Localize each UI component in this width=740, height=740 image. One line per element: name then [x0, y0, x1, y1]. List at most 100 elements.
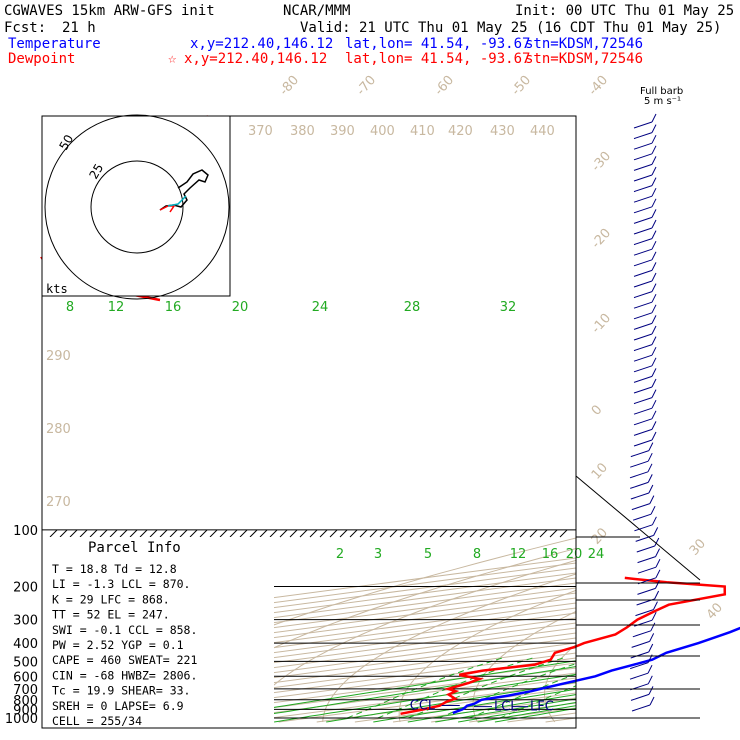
freezing-hatch-mark: [489, 529, 498, 538]
wind-barb-flag: [655, 558, 661, 568]
wind-barb: [631, 696, 655, 712]
mixing-ratio-low-label: 2: [336, 547, 344, 562]
wind-barb-flag: [651, 272, 657, 282]
mixing-ratio-top-label: 32: [500, 300, 517, 315]
wind-barb-flag: [653, 527, 659, 536]
freezing-hatch-mark: [449, 529, 458, 538]
mixing-ratio-top-label: 20: [232, 300, 249, 315]
hodograph-frame: [41, 115, 231, 297]
wind-barb-shaft: [633, 248, 653, 256]
freezing-hatch-mark: [409, 529, 418, 538]
wind-barb-flag: [651, 410, 657, 420]
wind-barb: [633, 357, 657, 373]
wind-barb: [631, 633, 655, 648]
wind-barb: [632, 622, 656, 638]
freezing-hatch-mark: [379, 529, 388, 538]
mixing-ratio-top-label: 28: [404, 300, 421, 315]
wind-barb-flag: [651, 399, 657, 409]
mixing-ratio-low-label: 12: [510, 547, 527, 562]
full-barb-label: Full barb: [640, 86, 683, 97]
freezing-hatch-mark: [199, 529, 208, 538]
parcel-info-line: Tc = 19.9 SHEAR= 33.: [52, 684, 190, 698]
wind-barb: [633, 346, 657, 362]
wind-barb-shaft: [633, 174, 653, 182]
freezing-hatch-mark: [129, 529, 138, 538]
wind-barb: [633, 272, 657, 288]
wind-barb: [633, 209, 657, 224]
wind-barb-flag: [654, 537, 660, 547]
wind-barb-shaft: [629, 471, 649, 479]
wind-barb: [630, 474, 653, 489]
dewpoint-profile-line: [400, 576, 727, 716]
isotherm-line: [42, 587, 576, 659]
temperature-station: stn=KDSM,72546: [525, 36, 643, 52]
freezing-hatch-mark: [439, 529, 448, 538]
wind-barb-shaft: [633, 195, 653, 203]
wind-barb: [633, 187, 657, 203]
parcel-info-line: CIN = -68 HWBZ= 2806.: [52, 668, 197, 682]
wind-barb-flag: [648, 643, 654, 653]
wind-barb-flag: [651, 145, 657, 155]
wind-barb-flag: [653, 601, 658, 610]
valid-time: Valid: 21 UTC Thu 01 May 25 (16 CDT Thu …: [300, 20, 721, 36]
moist-adiabat-line: [377, 657, 533, 719]
wind-barb: [629, 463, 653, 479]
wind-barb-shaft: [633, 216, 653, 224]
freezing-hatch-mark: [259, 529, 268, 538]
parcel-info-line: CAPE = 460 SWEAT= 221: [52, 653, 197, 667]
wind-barb-flag: [651, 124, 657, 133]
isotherm-tick-label: 30: [687, 536, 709, 558]
parcel-info-background: [42, 537, 274, 728]
wind-barb: [636, 537, 660, 553]
freezing-hatch-mark: [419, 529, 428, 538]
freezing-hatch-mark: [549, 529, 558, 538]
lfc-label: LFC: [530, 700, 554, 715]
parcel-info-line: CELL = 255/34: [52, 714, 142, 728]
freezing-hatch-mark: [519, 529, 528, 538]
freezing-hatch-mark: [539, 529, 548, 538]
wind-barb-shaft: [633, 280, 653, 288]
parcel-info-line: TT = 52 EL = 247.: [52, 608, 170, 622]
wind-barb: [635, 601, 658, 617]
freezing-hatch-mark: [529, 529, 538, 538]
hodograph-units: kts: [46, 282, 68, 296]
freezing-hatch-mark: [239, 529, 248, 538]
wind-barb: [633, 368, 657, 383]
wind-barb: [633, 399, 657, 415]
theta-tick-label: 370: [248, 124, 273, 139]
wind-barb: [630, 484, 654, 500]
freezing-hatch-mark: [299, 529, 308, 538]
wind-barb-shaft: [629, 662, 649, 670]
annotations: ELLCLLFCCCL: [49, 529, 568, 715]
wind-barb-shaft: [633, 365, 653, 373]
wind-barb-flag: [655, 569, 661, 579]
parcel-info-line: K = 29 LFC = 868.: [52, 592, 170, 606]
freezing-hatch-mark: [509, 529, 518, 538]
pressure-tick-label: 200: [13, 581, 38, 596]
isotherm-tick-label: 40: [704, 600, 726, 622]
isotherm-tick-label: -70: [354, 73, 379, 99]
isotherm-line: [42, 597, 576, 669]
wind-barb: [633, 293, 657, 309]
freezing-hatch-mark: [169, 529, 178, 538]
wind-barb-shaft: [630, 651, 649, 659]
wind-barb-flag: [651, 113, 657, 123]
mixing-ratio-top-label: 16: [165, 300, 182, 315]
moist-adiabat-line: [438, 663, 576, 719]
wind-barb: [633, 304, 657, 320]
wind-barb-flag: [651, 134, 657, 144]
wind-barb-flag: [651, 283, 657, 292]
wind-barb-flag: [651, 346, 657, 356]
freezing-hatch-mark: [399, 529, 408, 538]
wind-barb-shaft: [633, 428, 653, 436]
wind-barb: [633, 336, 657, 352]
pressure-tick-label: 300: [13, 614, 38, 629]
pressure-tick-label: 800: [13, 694, 38, 709]
mixing-ratio-low-label: 5: [424, 547, 432, 562]
wind-barb: [633, 410, 657, 426]
wind-barb-shaft: [637, 587, 656, 595]
wind-barb: [633, 389, 657, 405]
freezing-hatch-mark: [229, 529, 238, 538]
wind-barb-shaft: [630, 450, 650, 458]
